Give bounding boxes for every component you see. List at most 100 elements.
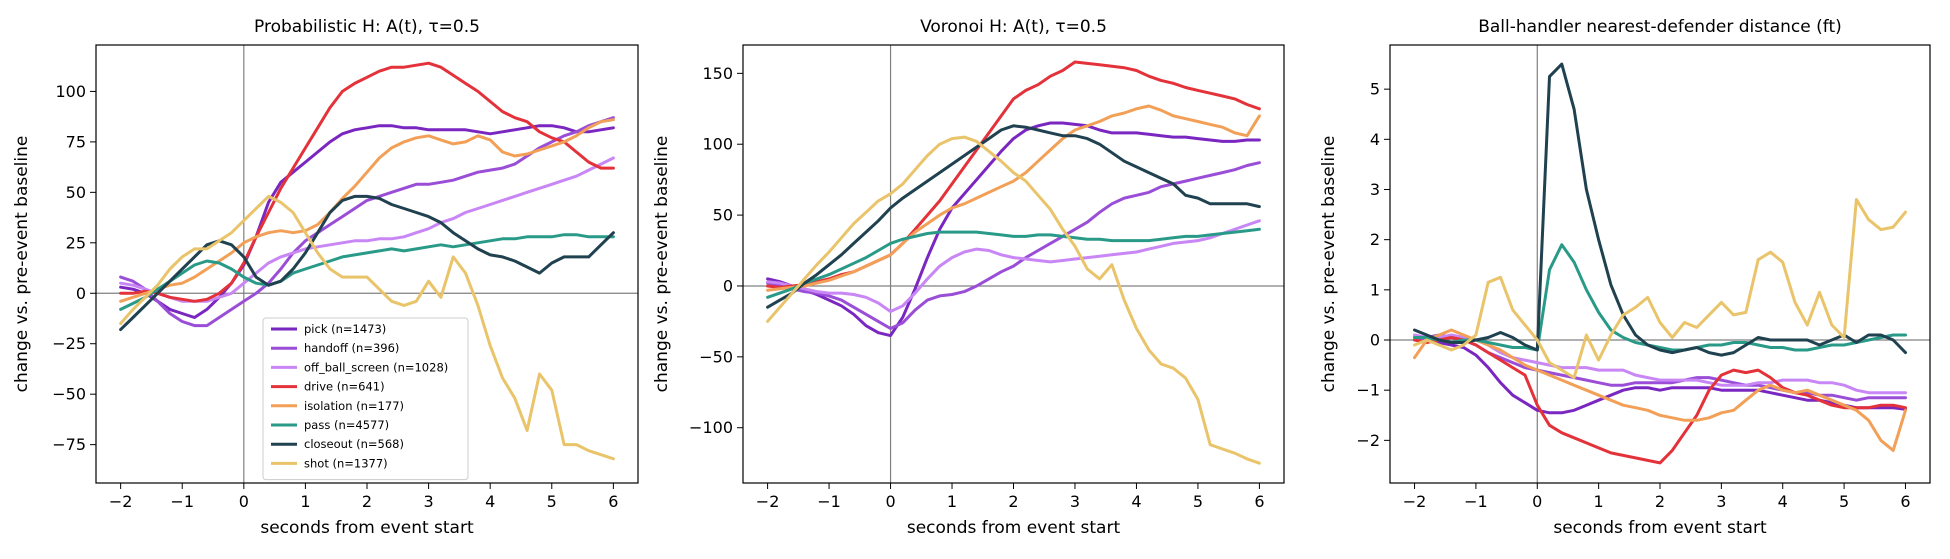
- y-tick-label: 50: [66, 183, 86, 202]
- x-tick-label: 6: [608, 492, 618, 511]
- y-tick-label: −75: [52, 435, 86, 454]
- x-tick-label: 3: [1716, 492, 1726, 511]
- y-tick-label: −1: [1356, 381, 1380, 400]
- y-tick-label: 50: [713, 206, 733, 225]
- x-tick-label: 5: [1839, 492, 1849, 511]
- series-line-drive: [1413, 336, 1907, 465]
- x-tick-label: 4: [1131, 492, 1141, 511]
- x-axis-label: seconds from event start: [907, 518, 1121, 538]
- series-line-off-ball-screen: [766, 219, 1261, 313]
- y-tick-label: −25: [52, 334, 86, 353]
- legend-item-shot: shot (n=1377): [271, 456, 388, 470]
- x-tick-label: 5: [547, 492, 557, 511]
- x-tick-label: −1: [817, 492, 841, 511]
- y-tick-label: 0: [1370, 331, 1380, 350]
- y-tick-label: 0: [723, 276, 733, 295]
- legend: pick (n=1473) handoff (n=396) off_ball_scr…: [262, 317, 469, 481]
- x-tick-label: 0: [1532, 492, 1542, 511]
- legend-label-pass: pass (n=4577): [304, 418, 389, 432]
- x-tick-label: −2: [756, 492, 780, 511]
- series-line-pass: [119, 233, 615, 311]
- legend-label-pick: pick (n=1473): [304, 322, 386, 336]
- panel-voronoi-h: −2 −1 0 1 2 3 4 5 6 −100 −50 0 50 100 150 Voronoi H: A(…: [652, 17, 1285, 538]
- x-tick-label: 6: [1900, 492, 1910, 511]
- series-line-off-ball-screen: [1413, 333, 1907, 395]
- x-tick-label: 1: [1594, 492, 1604, 511]
- y-tick-label: 0: [76, 284, 86, 303]
- chart-title: Voronoi H: A(t), τ=0.5: [920, 17, 1107, 37]
- legend-item-pass: pass (n=4577): [271, 418, 389, 432]
- legend-label-drive: drive (n=641): [304, 380, 385, 394]
- chart-title: Ball-handler nearest-defender distance (…: [1478, 17, 1842, 37]
- y-tick-label: 150: [702, 64, 733, 83]
- series-line-isolation: [1413, 328, 1907, 452]
- y-tick-label: 2: [1370, 230, 1380, 249]
- x-axis-label: seconds from event start: [260, 518, 474, 538]
- y-tick-label: 100: [702, 135, 733, 154]
- legend-item-off-ball-screen: off_ball_screen (n=1028): [271, 360, 448, 374]
- x-axis-label: seconds from event start: [1553, 518, 1767, 538]
- y-tick-label: 75: [66, 132, 86, 151]
- legend-item-handoff: handoff (n=396): [271, 341, 399, 355]
- x-tick-label: 3: [423, 492, 433, 511]
- series-line-isolation: [119, 118, 615, 303]
- x-tick-label: 1: [300, 492, 310, 511]
- legend-box: [262, 317, 469, 481]
- y-axis-label: change vs. pre-event baseline: [12, 136, 32, 393]
- x-tick-label: 4: [1778, 492, 1788, 511]
- axes-frame: [1389, 44, 1931, 484]
- x-tick-label: −1: [1464, 492, 1488, 511]
- x-tick-label: 4: [485, 492, 495, 511]
- x-tick-label: 0: [885, 492, 895, 511]
- series-line-handoff: [766, 161, 1261, 330]
- series-line-off-ball-screen: [119, 156, 615, 303]
- legend-item-drive: drive (n=641): [271, 380, 385, 394]
- y-axis-label: change vs. pre-event baseline: [652, 136, 672, 393]
- x-tick-label: −2: [1403, 492, 1427, 511]
- panel-probabilistic-h: −2 −1 0 1 2 3 4 5 6 −75 −50 −25 0 25 50 75 100 Probabilis…: [12, 17, 639, 538]
- x-tick-label: 2: [1008, 492, 1018, 511]
- y-tick-label: 3: [1370, 180, 1380, 199]
- y-tick-label: 25: [66, 233, 86, 252]
- x-tick-label: 5: [1193, 492, 1203, 511]
- legend-label-off-ball-screen: off_ball_screen (n=1028): [304, 360, 448, 374]
- y-tick-label: 100: [55, 82, 86, 101]
- series-line-pick: [766, 121, 1261, 338]
- y-tick-label: −50: [699, 347, 733, 366]
- series-line-shot: [119, 194, 615, 461]
- x-tick-label: 2: [362, 492, 372, 511]
- series-line-pick: [119, 124, 615, 319]
- series-line-closeout: [766, 124, 1261, 309]
- series-line-pass: [766, 227, 1261, 299]
- x-tick-label: 2: [1655, 492, 1665, 511]
- chart-title: Probabilistic H: A(t), τ=0.5: [254, 17, 480, 37]
- series-line-shot: [1413, 198, 1907, 380]
- x-tick-label: −2: [109, 492, 133, 511]
- series-line-closeout: [1413, 62, 1907, 357]
- x-tick-label: 0: [239, 492, 249, 511]
- legend-item-pick: pick (n=1473): [271, 322, 386, 336]
- series-line-drive: [119, 61, 615, 303]
- y-tick-label: 4: [1370, 130, 1380, 149]
- legend-item-isolation: isolation (n=177): [271, 399, 404, 413]
- y-axis-label: change vs. pre-event baseline: [1319, 136, 1339, 393]
- x-tick-label: 1: [947, 492, 957, 511]
- y-tick-label: −2: [1356, 431, 1380, 450]
- legend-item-closeout: closeout (n=568): [271, 437, 404, 451]
- series-line-isolation: [766, 104, 1261, 292]
- series-line-closeout: [119, 194, 615, 332]
- legend-label-shot: shot (n=1377): [304, 456, 388, 470]
- y-tick-label: −50: [52, 385, 86, 404]
- legend-label-closeout: closeout (n=568): [304, 437, 404, 451]
- x-tick-label: −1: [170, 492, 194, 511]
- series-line-pass: [1413, 243, 1907, 352]
- y-tick-label: −100: [689, 418, 733, 437]
- series-line-shot: [766, 135, 1261, 465]
- legend-label-handoff: handoff (n=396): [304, 341, 399, 355]
- legend-label-isolation: isolation (n=177): [304, 399, 404, 413]
- x-tick-label: 3: [1070, 492, 1080, 511]
- y-tick-label: 5: [1370, 80, 1380, 99]
- x-tick-label: 6: [1254, 492, 1264, 511]
- y-tick-label: 1: [1370, 280, 1380, 299]
